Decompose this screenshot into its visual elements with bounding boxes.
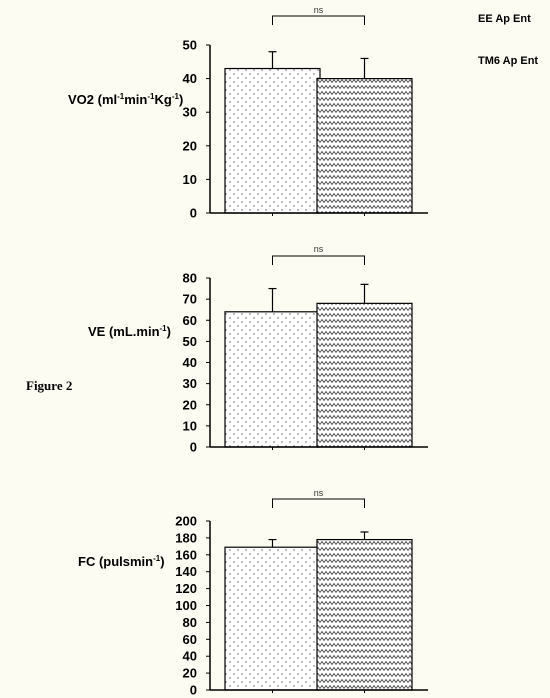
y-tick-label: 10 — [183, 418, 197, 433]
legend-item-tm6: TM6 Ap Ent — [478, 55, 538, 67]
y-axis-label-part: ) — [167, 324, 171, 339]
y-axis-label: VO2 (ml-1min-1Kg-1) — [68, 92, 183, 107]
significance-label: ns — [314, 244, 324, 254]
y-tick-label: 60 — [183, 313, 197, 328]
significance-bracket — [272, 255, 365, 265]
y-tick-label: 70 — [183, 292, 197, 307]
y-tick-label: 50 — [183, 334, 197, 349]
legend-item-ee: EE Ap Ent — [478, 13, 531, 25]
y-tick-label: 120 — [175, 581, 197, 596]
y-tick-label: 40 — [183, 649, 197, 664]
y-tick-label: 20 — [183, 397, 197, 412]
y-tick-label: 80 — [183, 271, 197, 286]
bar-ee-ap-ent — [224, 67, 321, 214]
y-tick-label: 80 — [183, 615, 197, 630]
y-tick-label: 140 — [175, 564, 197, 579]
y-tick-label: 200 — [175, 514, 197, 529]
y-axis-label-superscript: -1 — [160, 324, 168, 333]
y-axis-label-part: VE (mL.min — [88, 324, 160, 339]
bar-tm6-ap-ent — [316, 538, 413, 691]
y-axis-label-part: VO2 (ml — [68, 92, 117, 107]
y-axis-label-part: FC (pulsmin — [78, 554, 153, 569]
y-axis-label: VE (mL.min-1) — [88, 324, 171, 339]
y-tick-label: 100 — [175, 598, 197, 613]
y-tick-label: 40 — [183, 71, 197, 86]
y-axis-label-part: Kg — [155, 92, 172, 107]
y-tick-label: 0 — [190, 440, 197, 455]
y-axis-label-part: min — [124, 92, 147, 107]
significance-label: ns — [314, 488, 324, 498]
y-axis-label: FC (pulsmin-1) — [78, 554, 165, 569]
y-tick-label: 10 — [183, 172, 197, 187]
y-axis-label-superscript: -1 — [117, 92, 125, 101]
y-tick-label: 0 — [190, 206, 197, 221]
y-tick-label: 30 — [183, 105, 197, 120]
y-tick-label: 180 — [175, 530, 197, 545]
bar-tm6-ap-ent — [316, 77, 413, 214]
bar-ee-ap-ent — [224, 311, 321, 448]
y-tick-label: 40 — [183, 355, 197, 370]
y-axis-label-superscript: -1 — [147, 92, 155, 101]
y-tick-label: 50 — [183, 38, 197, 53]
significance-label: ns — [314, 5, 324, 15]
y-tick-label: 30 — [183, 376, 197, 391]
y-axis-label-superscript: -1 — [153, 554, 161, 563]
y-axis-label-part: ) — [179, 92, 183, 107]
figure-label: Figure 2 — [26, 378, 72, 393]
significance-bracket — [272, 15, 365, 25]
chart-panel-2: 0 10 20 30 40 50 60 70 80 VE (mL.min-1) ns — [88, 244, 428, 455]
y-tick-label: 20 — [183, 666, 197, 681]
y-axis-label-part: ) — [160, 554, 164, 569]
y-tick-label: 160 — [175, 547, 197, 562]
y-tick-label: 0 — [190, 683, 197, 698]
y-axis-label-superscript: -1 — [172, 92, 180, 101]
significance-bracket — [272, 498, 365, 508]
y-tick-label: 60 — [183, 632, 197, 647]
y-tick-label: 20 — [183, 138, 197, 153]
bar-ee-ap-ent — [224, 546, 321, 691]
bar-tm6-ap-ent — [316, 302, 413, 448]
